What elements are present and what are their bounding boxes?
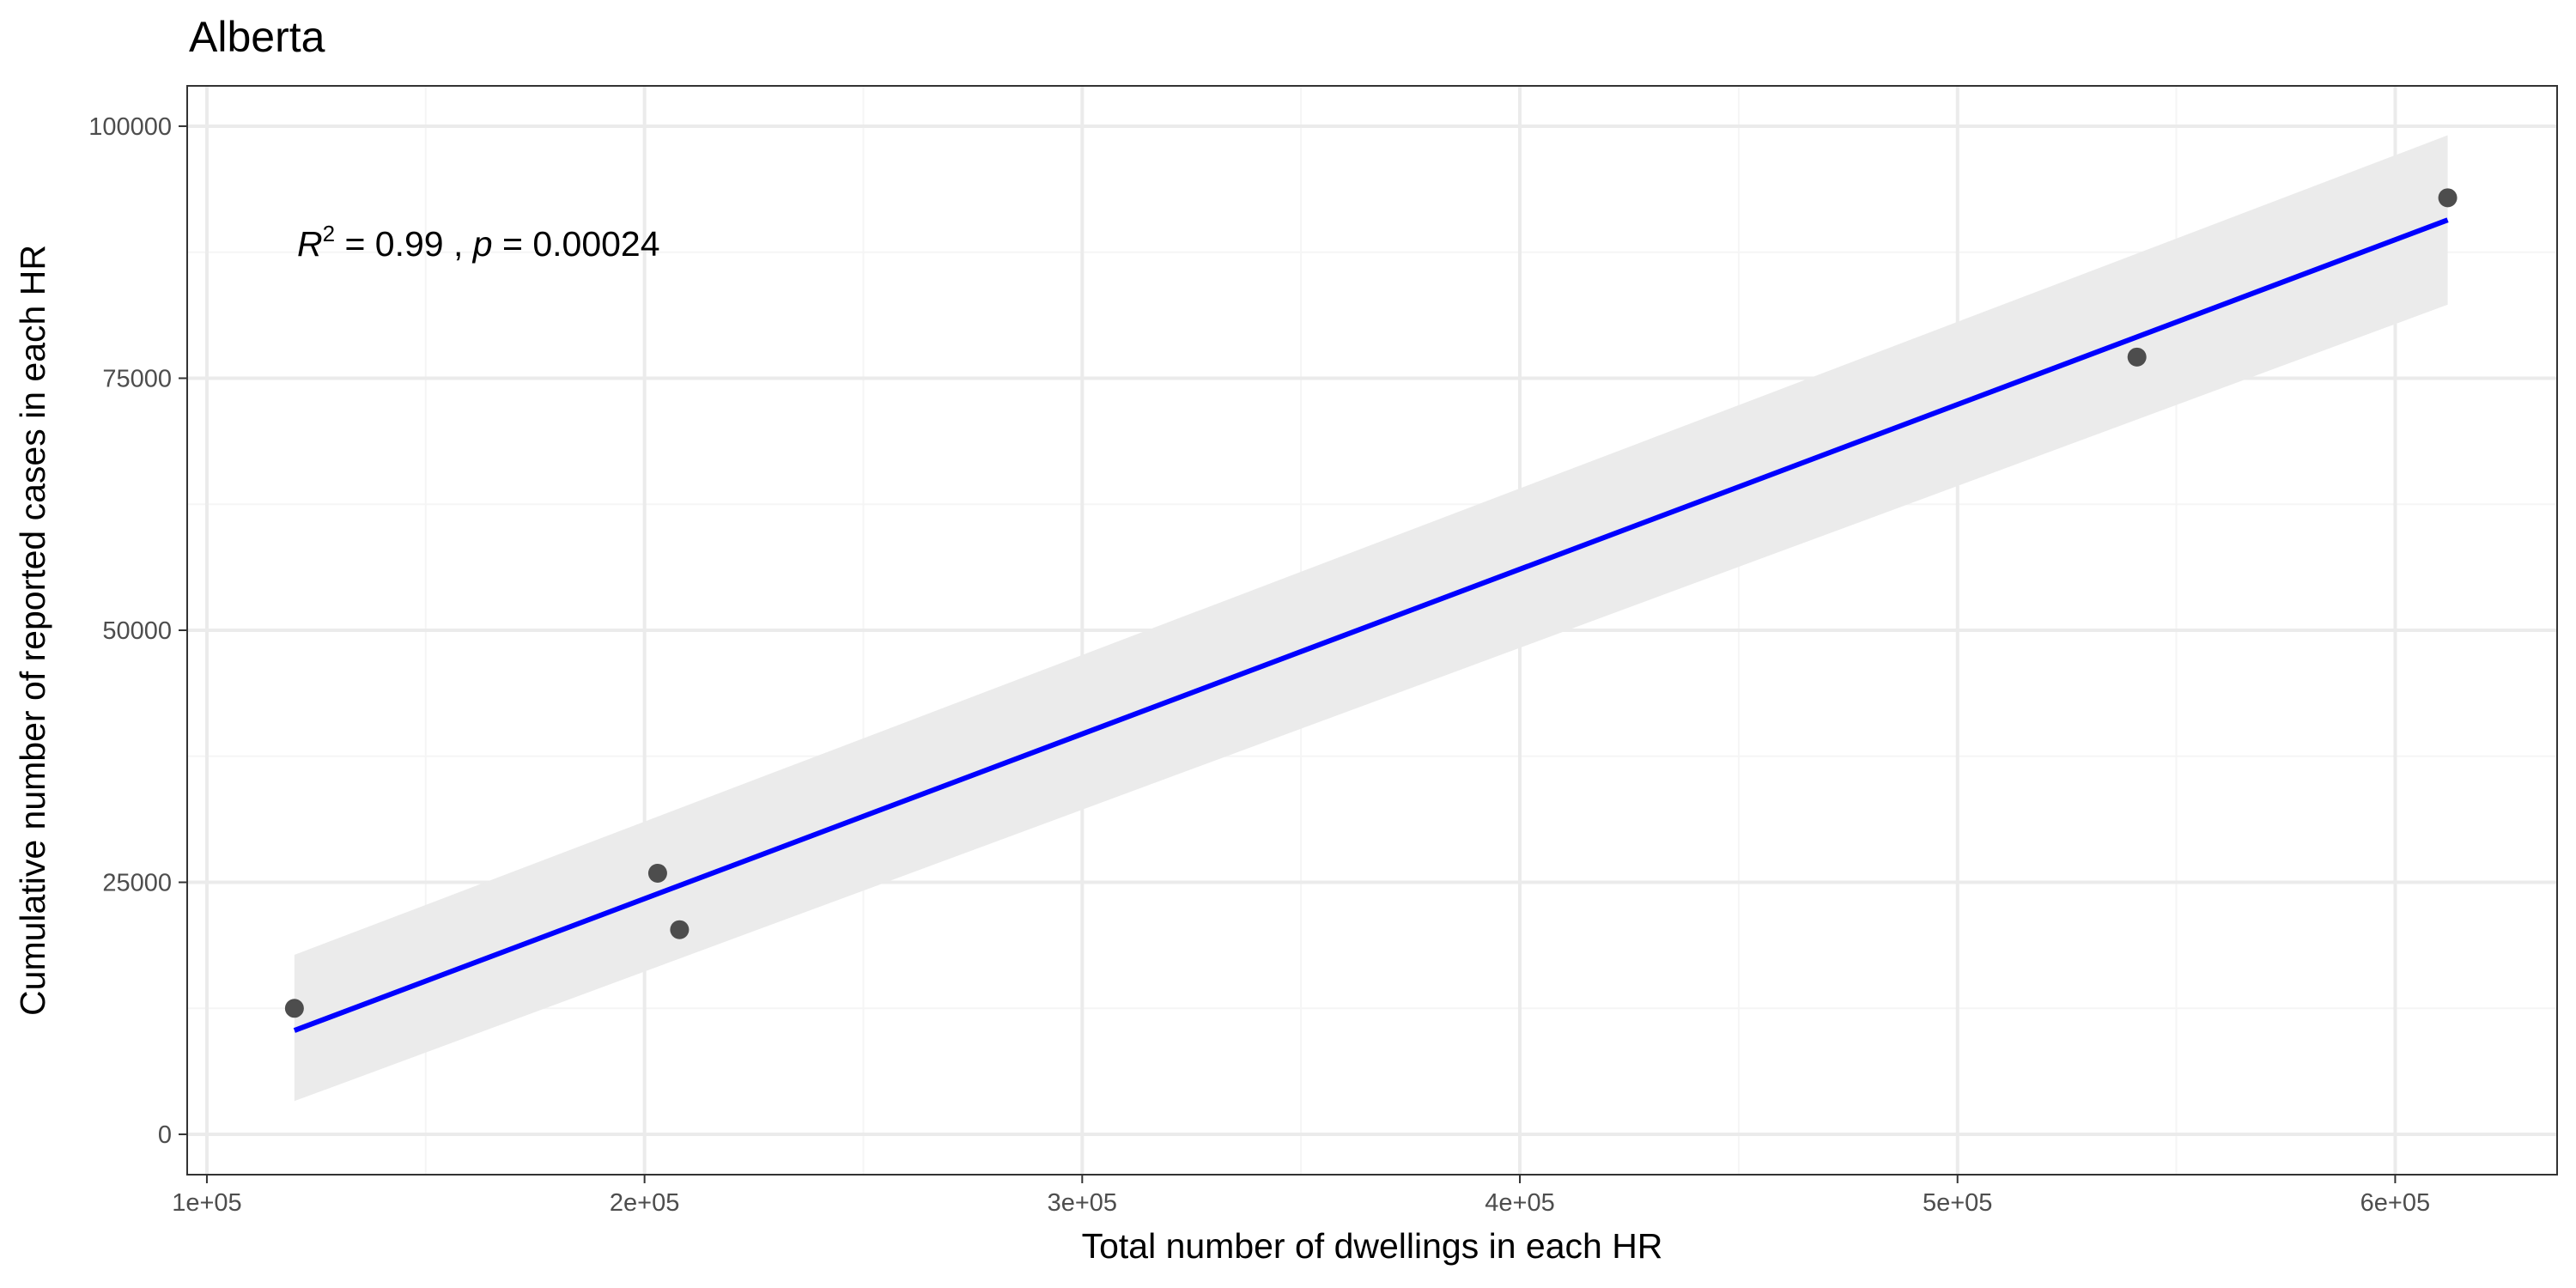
- data-point-4: [2438, 188, 2458, 208]
- confidence-band: [294, 135, 2448, 1102]
- axis-ticks: 1e+05 2e+05 3e+05 4e+05 5e+05 6e+05 0 25000 5000…: [88, 113, 2430, 1217]
- x-axis-title: Total number of dwellings in each HR: [1082, 1226, 1663, 1266]
- y-tick-label-3: 75000: [102, 365, 172, 392]
- x-tick-label-2: 3e+05: [1048, 1189, 1117, 1217]
- data-point-1: [647, 863, 667, 883]
- x-tick-label-5: 6e+05: [2360, 1189, 2430, 1217]
- x-tick-label-0: 1e+05: [172, 1189, 241, 1217]
- y-tick-label-0: 0: [158, 1121, 172, 1149]
- fit-line-layer: [293, 217, 2449, 1033]
- y-tick-label-1: 25000: [102, 870, 172, 897]
- data-point-3: [2127, 347, 2147, 367]
- r-squared-value: = 0.99 ,: [335, 224, 473, 264]
- y-axis-title: Cumulative number of reported cases in e…: [13, 245, 52, 1016]
- x-tick-label-4: 5e+05: [1923, 1189, 1992, 1217]
- y-tick-label-4: 100000: [88, 113, 172, 141]
- chart-title: Alberta: [189, 13, 325, 61]
- data-point-2: [670, 920, 690, 939]
- confidence-band-layer: [294, 135, 2448, 1102]
- r-squared-symbol: R: [297, 224, 323, 264]
- stats-annotation: R2 = 0.99 , p = 0.00024: [297, 221, 660, 264]
- x-tick-label-1: 2e+05: [610, 1189, 679, 1217]
- data-point-0: [284, 999, 304, 1018]
- y-tick-label-2: 50000: [102, 617, 172, 645]
- data-points: [284, 188, 2458, 1018]
- x-tick-label-3: 4e+05: [1485, 1189, 1554, 1217]
- p-symbol: p: [471, 224, 493, 264]
- regression-line: [293, 217, 2449, 1033]
- r-squared-exponent: 2: [323, 221, 335, 246]
- p-value: = 0.00024: [493, 224, 660, 264]
